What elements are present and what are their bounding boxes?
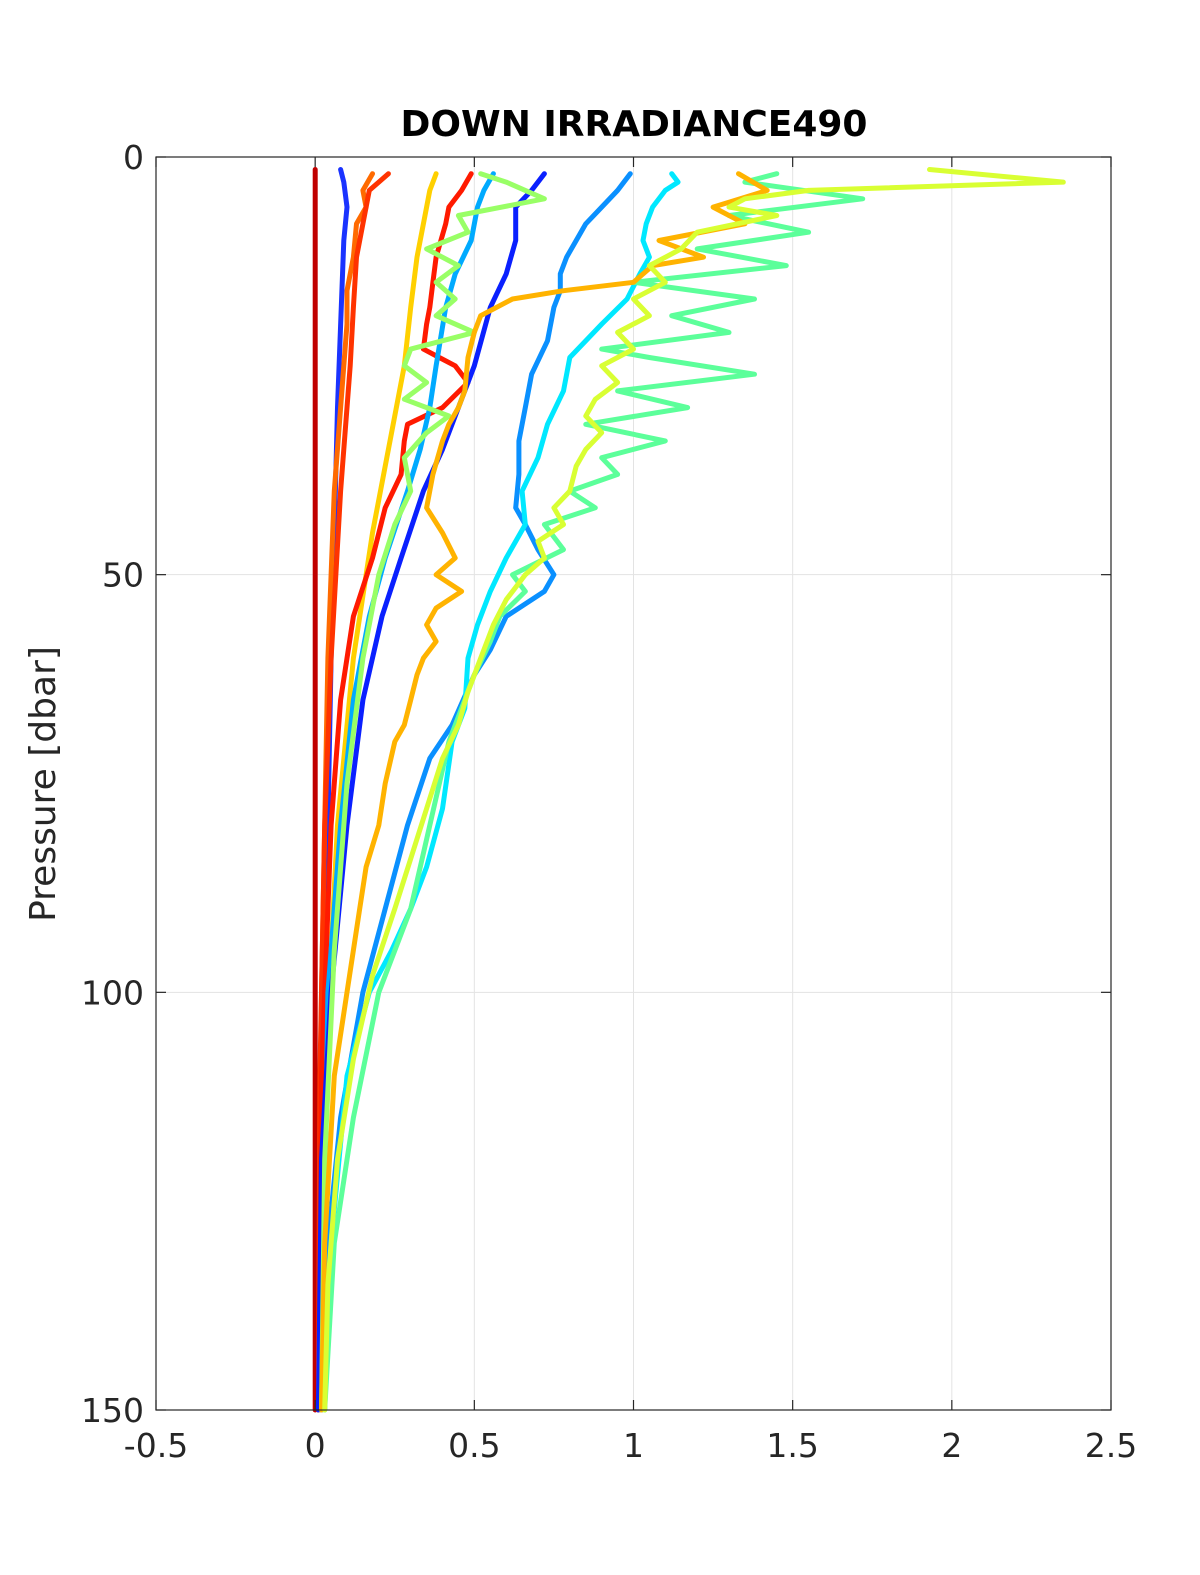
x-tick-labels: -0.5 0 0.5 1 1.5 2 2.5 bbox=[124, 1426, 1137, 1465]
series-line-13 bbox=[319, 171, 770, 1413]
y-tick-label: 150 bbox=[81, 1391, 144, 1430]
y-tick-label: 50 bbox=[102, 556, 144, 595]
x-tick-label: -0.5 bbox=[124, 1426, 188, 1465]
x-tick-label: 2 bbox=[941, 1426, 962, 1465]
y-tick-labels: 0 50 100 150 bbox=[81, 138, 144, 1430]
x-tick-label: 1.5 bbox=[766, 1426, 818, 1465]
x-tick-label: 2.5 bbox=[1085, 1426, 1137, 1465]
axis-ticks bbox=[155, 156, 1112, 1411]
x-tick-label: 1 bbox=[623, 1426, 644, 1465]
series-line-4 bbox=[315, 171, 391, 1413]
x-tick-label: 0.5 bbox=[448, 1426, 500, 1465]
y-tick-label: 0 bbox=[123, 138, 144, 177]
series-line-7 bbox=[319, 171, 496, 1413]
series-line-9 bbox=[319, 171, 633, 1413]
chart-title: DOWN IRRADIANCE490 bbox=[401, 104, 868, 145]
x-tick-label: 0 bbox=[305, 1426, 326, 1465]
series-line-14 bbox=[322, 167, 1066, 1413]
series-group bbox=[312, 167, 1066, 1413]
y-axis-label: Pressure [dbar] bbox=[23, 646, 64, 922]
series-line-12 bbox=[319, 171, 547, 1413]
y-tick-label: 100 bbox=[81, 973, 144, 1012]
